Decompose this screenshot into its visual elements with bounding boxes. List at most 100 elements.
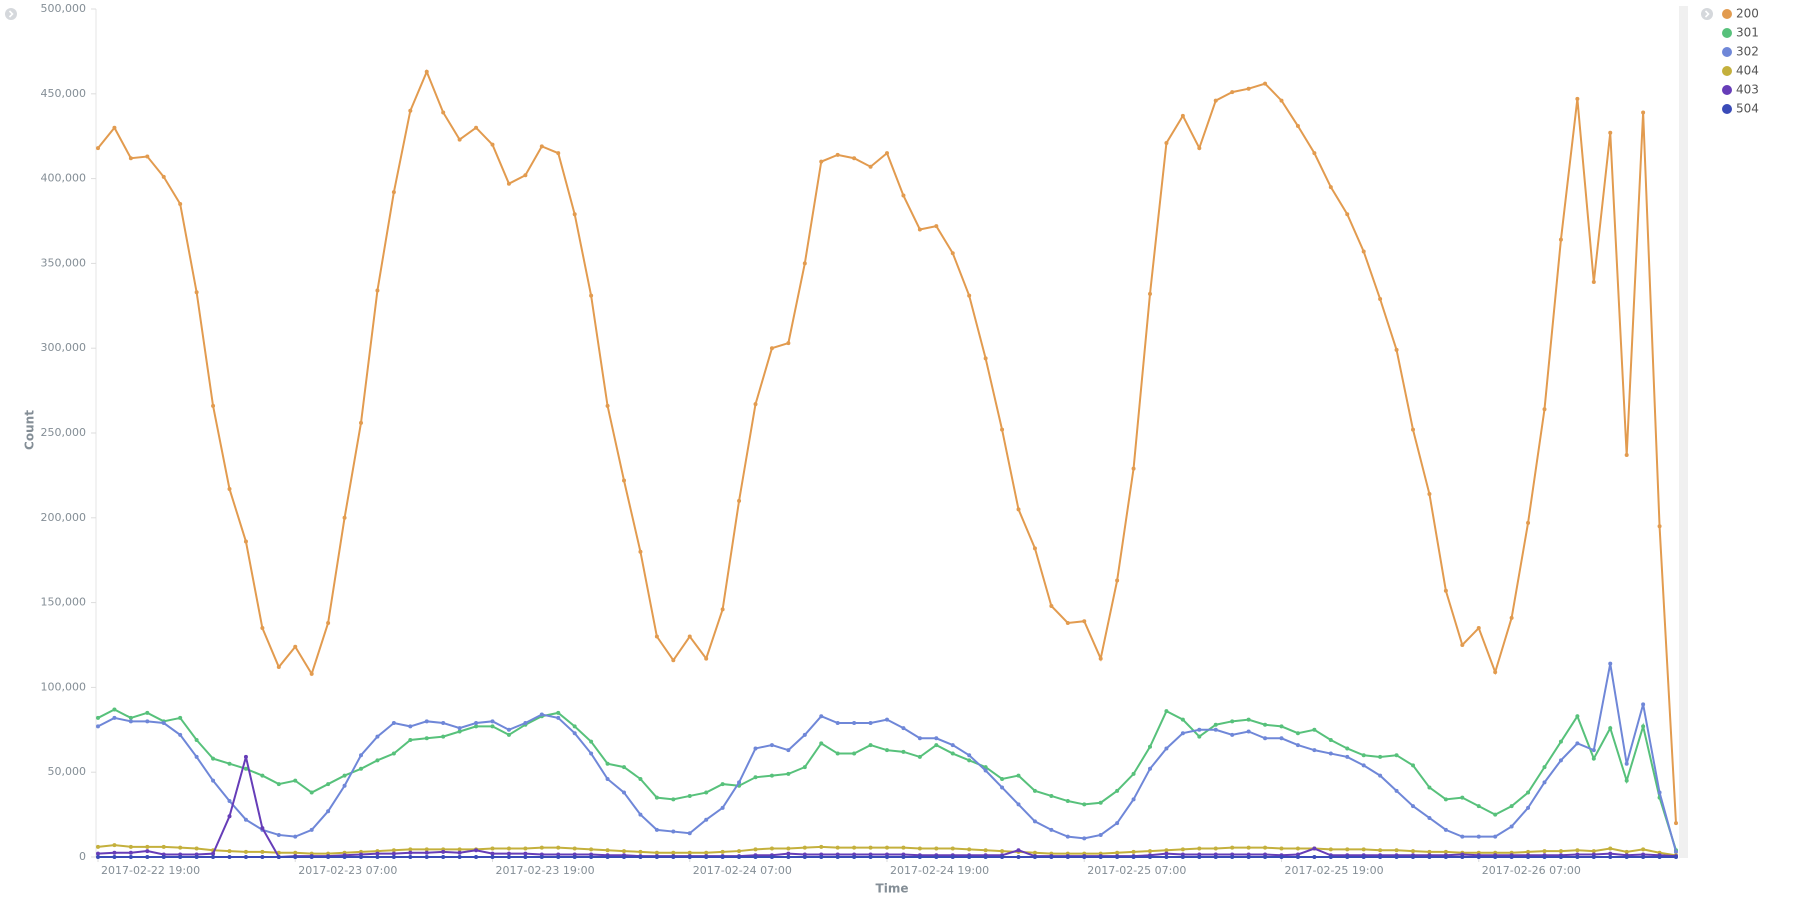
legend-toggle[interactable] [1701,8,1713,20]
data-point [786,748,791,753]
data-point [1230,732,1235,737]
legend-text[interactable]: 301 [1736,26,1759,40]
data-point [441,721,446,726]
data-point [1180,847,1185,852]
data-point [1148,744,1152,749]
data-point [737,498,742,503]
data-point [128,156,133,161]
y-tick-label: 0 [79,850,86,863]
data-point [1657,855,1662,859]
data-point [885,845,889,850]
data-point [622,855,626,859]
data-point [720,782,725,787]
data-point [1624,453,1629,458]
data-point [227,814,232,819]
data-point [1608,130,1613,135]
data-point [243,817,248,822]
toggle-icon[interactable] [5,8,17,20]
legend-chevron [1704,10,1710,18]
data-point [342,855,347,859]
y-tick-label: 500,000 [41,2,87,15]
data-point [1641,847,1646,852]
data-point [1542,849,1547,854]
data-point [720,855,725,859]
data-point [408,847,413,852]
data-point [424,850,429,855]
legend-text[interactable]: 302 [1736,45,1759,59]
y-tick-label: 100,000 [41,680,87,693]
x-tick-label: 2017-02-22 19:00 [101,864,200,877]
data-point [539,144,544,149]
data-point [1213,855,1218,859]
data-point [769,743,774,748]
data-point [1558,237,1563,242]
data-point [1608,851,1613,856]
data-point [1131,771,1136,776]
data-point [441,734,446,739]
legend-text[interactable]: 403 [1736,83,1759,97]
legend-swatch [1722,85,1732,95]
data-point [441,855,446,859]
data-point [720,849,725,854]
data-point [260,849,265,854]
data-point [654,850,659,855]
data-point [1526,790,1531,795]
data-point [901,855,906,859]
data-point [1148,766,1152,771]
data-point [342,773,347,778]
data-point [161,721,166,726]
data-point [457,850,462,855]
x-axis-title: Time [876,882,909,896]
y-tick-label: 400,000 [41,172,87,185]
y-tick-label: 450,000 [41,87,87,100]
data-point [1016,848,1021,853]
legend-swatch [1722,9,1732,19]
data-point [737,780,742,785]
data-point [1591,855,1596,859]
data-point [671,658,676,663]
data-point [1164,709,1169,714]
data-point [1460,834,1465,839]
data-point [1295,743,1300,748]
data-point [408,850,413,855]
data-point [868,845,873,850]
y-tick-label: 250,000 [41,426,87,439]
data-point [474,721,479,726]
data-point [1328,185,1333,190]
data-point [1361,763,1366,768]
legend-text[interactable]: 404 [1736,64,1759,78]
data-point [211,778,216,783]
data-point [1641,855,1646,859]
data-point [1263,81,1268,86]
data-point [293,778,298,783]
data-point [901,193,906,198]
data-point [424,69,429,74]
data-point [1542,855,1547,859]
data-point [539,712,544,717]
data-point [359,420,363,425]
data-point [112,843,117,848]
data-point [934,224,939,229]
data-point [852,855,857,859]
data-point [1460,795,1465,800]
data-point [1558,855,1563,859]
data-point [1213,727,1218,732]
data-point [128,719,133,724]
data-point [835,855,840,859]
data-point [572,731,577,736]
data-point [1000,855,1005,859]
data-point [523,721,528,726]
legend-swatch [1722,28,1732,38]
series-line [97,663,1677,853]
legend-text[interactable]: 504 [1736,102,1759,116]
data-point [490,142,495,147]
legend-text[interactable]: 200 [1736,7,1759,21]
data-point [835,721,840,726]
data-point [950,251,955,256]
data-point [457,729,462,734]
data-point [786,341,791,346]
data-point [1115,850,1120,855]
data-point [1328,855,1333,859]
data-point [1213,722,1218,727]
